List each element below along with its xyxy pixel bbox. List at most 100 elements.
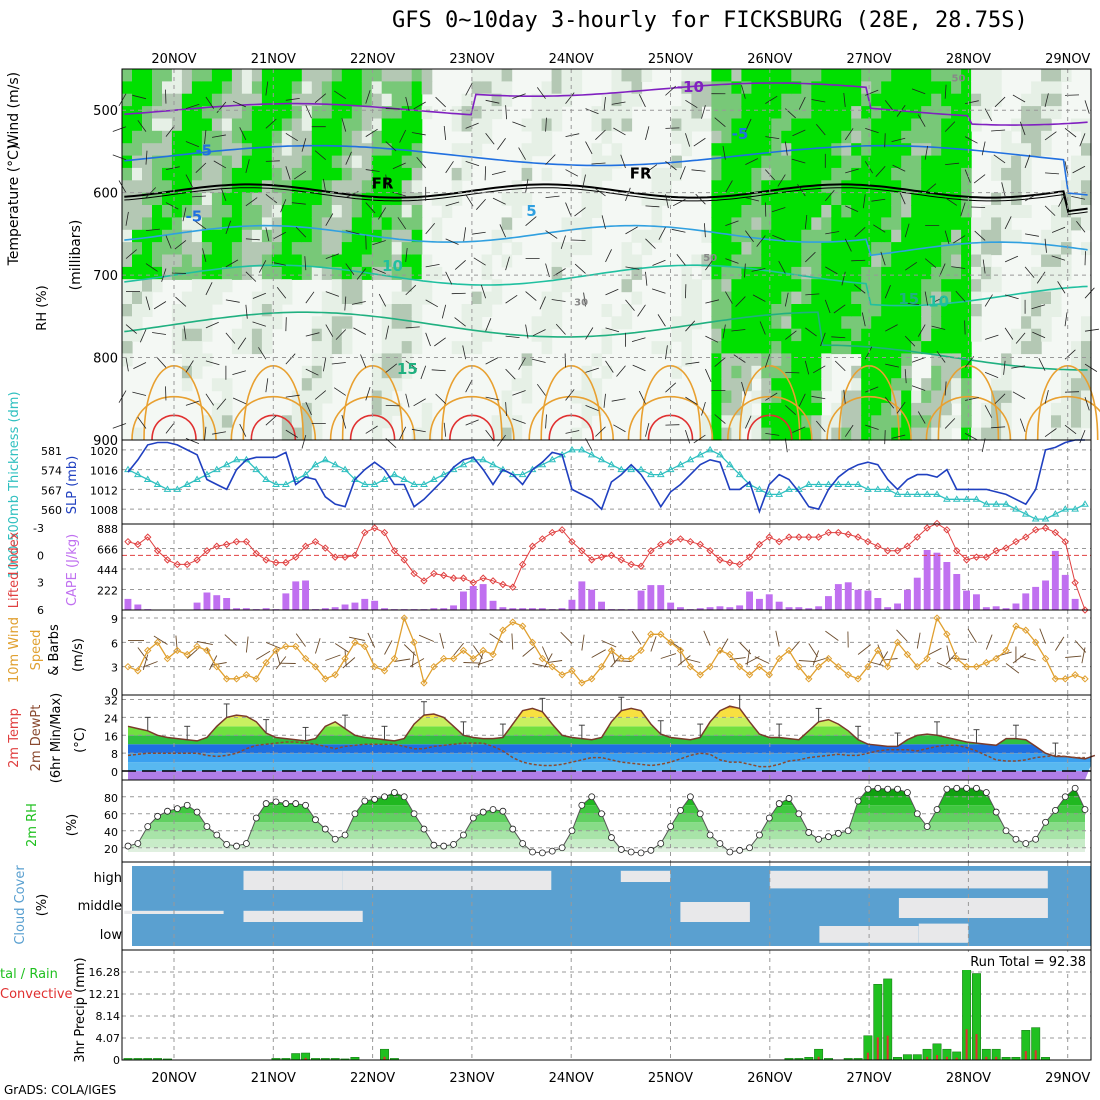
rh-cell (341, 242, 353, 256)
rh-cell (1061, 266, 1072, 280)
rh-cell (541, 106, 553, 120)
convective-bar (1024, 1051, 1027, 1060)
surface-wind-barb (472, 645, 483, 659)
wind-barb (435, 393, 446, 405)
rh-cell (491, 229, 503, 243)
wind-barb (652, 259, 666, 266)
cape-bar (637, 590, 645, 610)
rh-cell (162, 130, 173, 144)
rh-cell (361, 69, 373, 82)
rh-cell (511, 378, 523, 392)
rh-cell (821, 341, 832, 355)
rh-point (815, 835, 823, 843)
wind-barb (714, 414, 726, 424)
rh-cell (181, 143, 193, 157)
wind-barb (165, 166, 180, 170)
rh-cell (891, 427, 902, 441)
rh-cell (761, 118, 772, 132)
upper-air-ylabel-rh: RH (%) (35, 285, 50, 330)
rh-cell (541, 93, 553, 107)
rh-cell (1061, 217, 1072, 231)
surface-wind-barb (610, 647, 616, 664)
rh-cell (781, 328, 792, 342)
thickness-point (193, 475, 201, 483)
rh-cell (901, 167, 912, 181)
rh-cell (1051, 81, 1062, 95)
rh-cell (881, 205, 892, 218)
wind-speed-point (262, 658, 270, 667)
wind-barb (964, 320, 966, 335)
rh-cell (821, 291, 832, 305)
rh-cell (1031, 341, 1042, 355)
rh-cell (701, 69, 712, 82)
rh-cell (861, 180, 872, 194)
rh-cell (771, 180, 782, 194)
wind-barb (245, 197, 258, 207)
rh-cell (891, 192, 902, 206)
rh-cell (821, 353, 832, 367)
rh-cell (531, 106, 543, 120)
wind-barb (213, 160, 227, 169)
wind-speed-point (874, 646, 882, 655)
cape-bar (815, 606, 823, 610)
rh-cell (871, 242, 882, 256)
rh-cell (751, 118, 762, 132)
rh-cell (841, 402, 852, 416)
wind-barb (574, 207, 586, 217)
rh-cell (261, 316, 273, 330)
contour-label: -10 (677, 78, 704, 96)
surface-wind-barb (729, 657, 746, 660)
rh-cell (251, 143, 263, 157)
rh-cell (201, 118, 213, 132)
wind-speed-point (193, 642, 201, 651)
temp-contour-minus5 (124, 144, 1088, 196)
rh-cell (971, 328, 982, 342)
rh-cell (681, 316, 692, 330)
rh-cell (901, 106, 912, 120)
rh-cell (201, 427, 213, 441)
rh-cell (251, 254, 263, 268)
rh-cell (631, 291, 643, 305)
rh-cell (711, 254, 722, 268)
rh-cell (281, 69, 293, 82)
rh-cell (991, 390, 1002, 404)
wind-barb (812, 365, 826, 374)
rh-cell (941, 353, 952, 367)
rh-cell (691, 69, 702, 82)
rh-cell (162, 205, 173, 218)
contour-label: 15 (898, 290, 919, 308)
rh-cell (132, 279, 143, 293)
rh-cell (871, 217, 882, 231)
wind-barb (1032, 331, 1046, 339)
rh-cell (331, 229, 343, 243)
wind-barb (565, 133, 580, 137)
rh-cell (162, 180, 173, 194)
rh-cell (771, 106, 782, 120)
rh-cell (801, 415, 812, 429)
rh-cell (911, 291, 922, 305)
rh-point (696, 810, 704, 818)
rh-cell (211, 180, 223, 194)
wind-barb (861, 312, 866, 327)
rh-cell (691, 279, 702, 293)
wind-barb (445, 201, 460, 207)
rh-cell (311, 316, 323, 330)
rh-cell (761, 304, 772, 317)
wind-barb (525, 178, 529, 193)
wind-speed-point (1002, 646, 1010, 655)
rh-cell (581, 167, 593, 181)
wind-barb (854, 226, 866, 237)
rh-cell (281, 143, 293, 157)
rh-cell (331, 254, 343, 268)
wind-barb (291, 202, 306, 205)
rh-cell (981, 427, 992, 441)
wind-speed-point (972, 662, 981, 671)
rh-cell (761, 205, 772, 218)
rh-cell (411, 427, 423, 441)
wind-barb (984, 294, 993, 307)
rh-cell (221, 378, 233, 392)
rh-cell (201, 266, 213, 280)
rh-cell (311, 365, 323, 379)
rh-cell (811, 155, 822, 169)
lifted-index-point (943, 526, 951, 534)
